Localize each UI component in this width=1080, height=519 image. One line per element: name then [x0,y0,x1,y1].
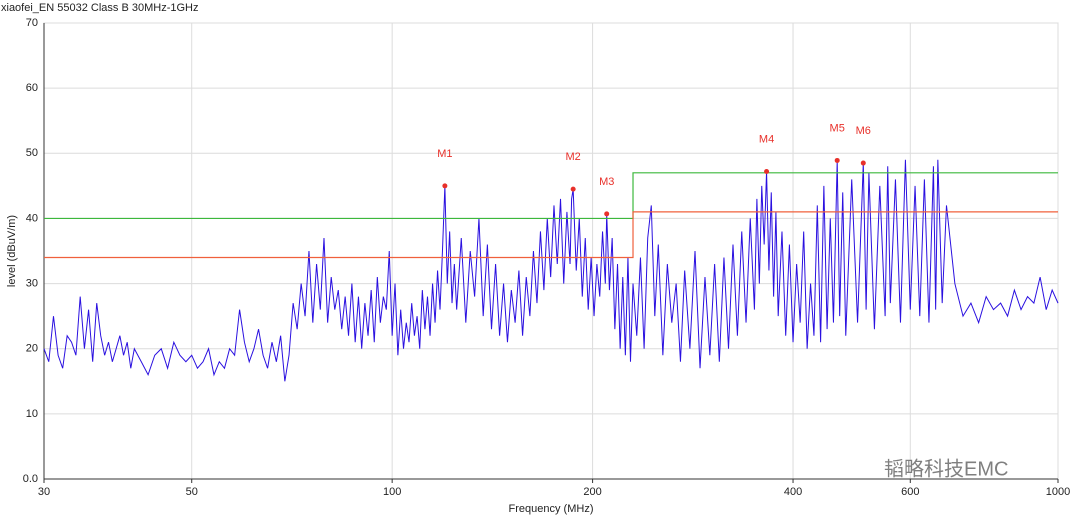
y-tick-label: 50 [26,147,38,159]
y-tick-label: 40 [26,212,38,224]
y-tick-label: 60 [26,82,38,94]
marker-label: M6 [856,125,871,137]
marker-dot [570,186,576,192]
marker-dot [442,183,448,189]
x-tick-label: 50 [186,486,198,498]
y-tick-label: 0.0 [23,473,38,485]
marker-label: M2 [566,151,581,163]
watermark: 韬略科技EMC [884,457,1008,480]
x-tick-label: 400 [784,486,802,498]
y-axis-label: level (dBuV/m) [6,215,18,287]
y-tick-label: 70 [26,17,38,29]
marker-label: M5 [830,122,845,134]
x-tick-label: 200 [583,486,601,498]
x-tick-label: 600 [901,486,919,498]
marker-label: M4 [759,133,774,145]
y-tick-label: 20 [26,343,38,355]
marker-dot [604,211,610,217]
x-axis-label: Frequency (MHz) [509,503,594,515]
chart-title: xiaofei_EN 55032 Class B 30MHz-1GHz [1,2,198,14]
x-tick-label: 1000 [1046,486,1070,498]
marker-dot [764,169,770,175]
series-line [44,211,1058,259]
series-line [44,172,1058,220]
marker-dot [860,160,866,166]
marker-label: M3 [599,176,614,188]
y-tick-label: 10 [26,408,38,420]
y-tick-label: 30 [26,277,38,289]
plot-area [43,22,1059,480]
marker-label: M1 [437,148,452,160]
x-tick-label: 30 [38,486,50,498]
marker-dot [834,157,840,163]
series-line [43,159,1059,382]
x-tick-label: 100 [383,486,401,498]
